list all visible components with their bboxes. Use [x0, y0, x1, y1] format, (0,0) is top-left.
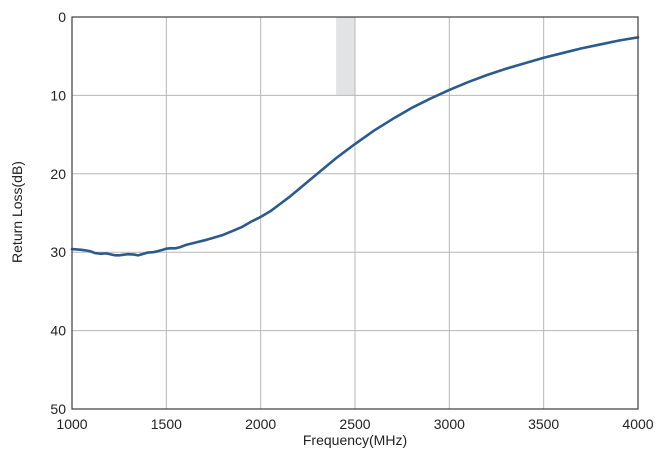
data-series-line	[70, 36, 640, 257]
tick-label-layer: 1000 1500 2000 2500 3000 3500 4000 0 10 20 30 40 50	[50, 9, 653, 432]
highlight-band	[336, 17, 355, 96]
x-tick-label: 3000	[434, 416, 465, 432]
y-tick-label: 40	[50, 323, 66, 339]
y-tick-label: 30	[50, 244, 66, 260]
y-tick-label: 0	[58, 9, 66, 25]
y-tick-label: 20	[50, 166, 66, 182]
y-tick-label: 50	[50, 401, 66, 417]
x-tick-label: 2000	[245, 416, 276, 432]
highlight-band-layer	[336, 17, 355, 96]
x-tick-label: 4000	[622, 416, 653, 432]
x-tick-label: 2500	[339, 416, 370, 432]
x-tick-label: 1000	[56, 416, 87, 432]
plot-frame-layer	[71, 16, 639, 410]
x-tick-label: 3500	[528, 416, 559, 432]
x-axis-label: Frequency(MHz)	[303, 432, 407, 448]
x-tick-label: 1500	[151, 416, 182, 432]
plot-frame	[71, 16, 639, 410]
grid-layer	[71, 16, 639, 410]
y-tick-label: 10	[50, 87, 66, 103]
series-layer	[70, 36, 640, 257]
y-axis-label: Return Loss(dB)	[9, 161, 25, 263]
